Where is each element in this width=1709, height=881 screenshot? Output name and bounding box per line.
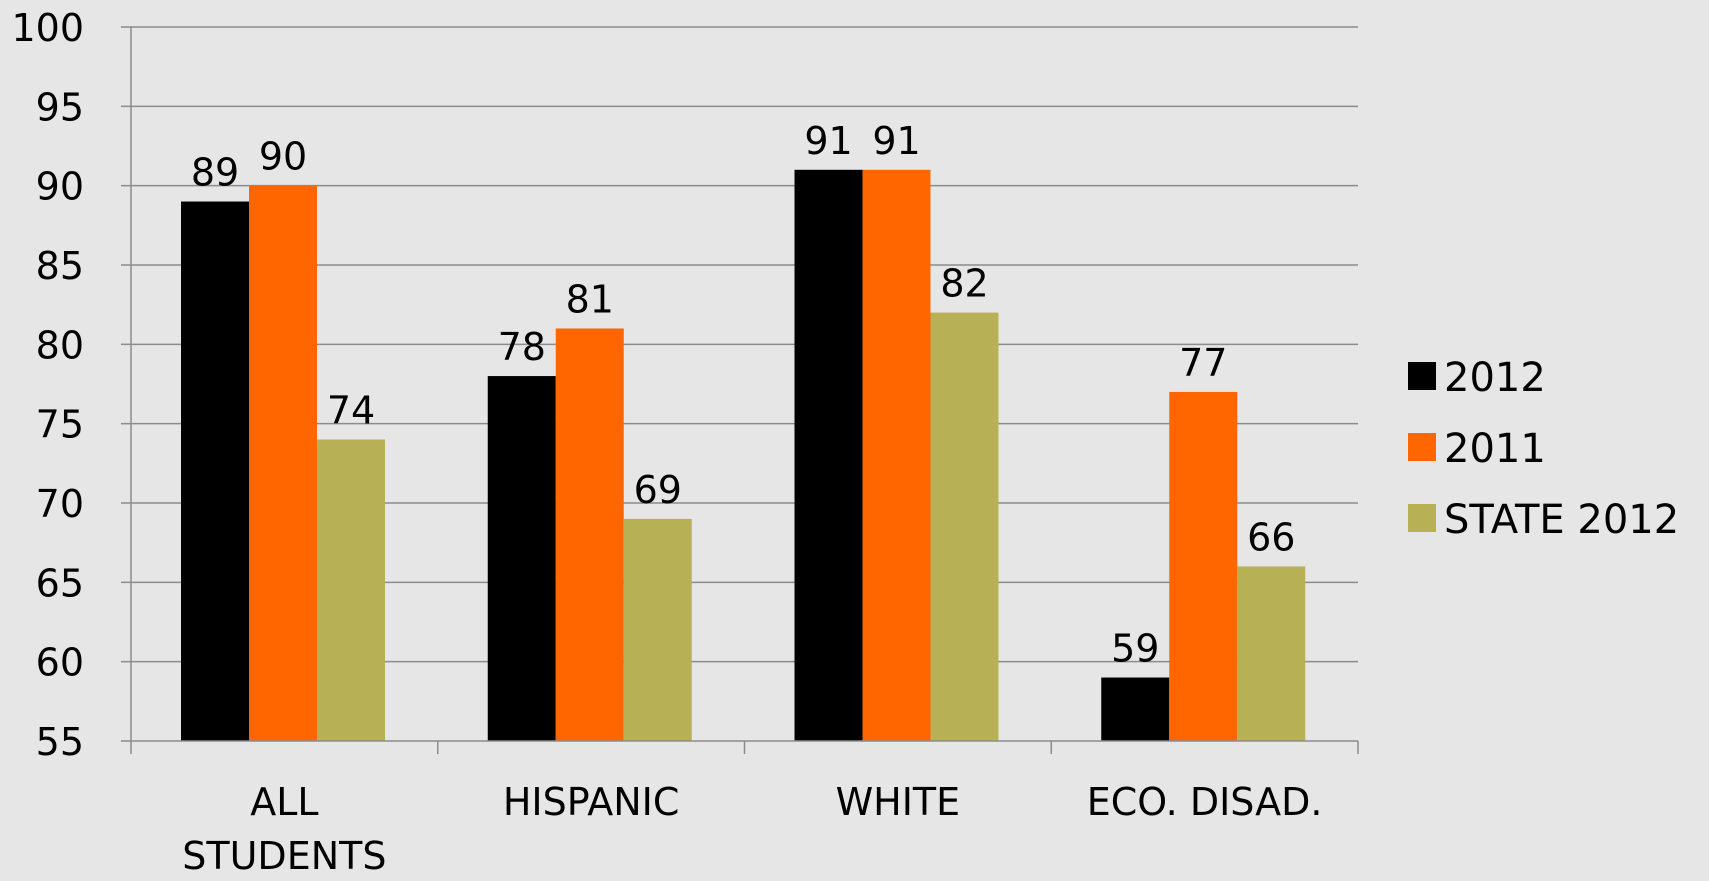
data-label: 74: [327, 389, 375, 433]
bars: [181, 169, 1306, 742]
data-label: 82: [940, 262, 988, 306]
x-category-label: HISPANIC: [503, 780, 680, 824]
y-tick-label: 95: [36, 85, 84, 129]
y-tick-label: 65: [36, 561, 84, 605]
data-label: 69: [634, 468, 682, 512]
labels: 55 60 65 70 75 80 85 90 95 100 89 78 91 59 90 81 91 77 74 6…: [11, 6, 1322, 878]
x-category-label: STUDENTS: [182, 834, 386, 878]
legend: 2012 2011 STATE 2012: [1408, 355, 1679, 543]
y-tick-label: 90: [36, 165, 84, 209]
y-tick-label: 75: [36, 403, 84, 447]
bar-2011: [1169, 391, 1238, 741]
y-tick-label: 80: [36, 323, 84, 367]
data-label: 89: [191, 151, 239, 195]
bar-2011: [862, 169, 931, 742]
data-label: 78: [498, 325, 546, 369]
y-tick-label: 100: [11, 6, 84, 50]
legend-swatch: [1408, 504, 1436, 532]
y-tick-label: 60: [36, 641, 84, 685]
bar-2011: [249, 185, 317, 741]
bar-state-2012: [1237, 566, 1306, 741]
data-label: 91: [804, 119, 852, 163]
data-label: 91: [872, 119, 920, 163]
bar-2011: [555, 328, 624, 741]
data-label: 90: [259, 135, 307, 179]
bar-2012: [181, 201, 249, 742]
x-category-label: ECO. DISAD.: [1087, 780, 1323, 824]
axes: [121, 26, 1359, 754]
y-tick-label: 70: [36, 482, 84, 526]
data-label: 77: [1179, 341, 1227, 385]
legend-swatch: [1408, 362, 1436, 390]
bar-state-2012: [930, 312, 999, 741]
legend-swatch: [1408, 433, 1436, 461]
legend-label: 2012: [1444, 355, 1546, 401]
x-category-label: ALL: [250, 780, 318, 824]
legend-label: 2011: [1444, 426, 1546, 472]
y-tick-label: 55: [36, 720, 84, 764]
bar-2012: [794, 169, 863, 742]
bar-state-2012: [317, 439, 385, 741]
y-tick-label: 85: [36, 244, 84, 288]
data-label: 66: [1247, 515, 1295, 559]
data-label: 81: [566, 277, 614, 321]
legend-label: STATE 2012: [1444, 497, 1679, 543]
bar-state-2012: [623, 518, 692, 741]
bar-2012: [1101, 677, 1170, 741]
data-label: 59: [1111, 627, 1159, 671]
bar-2012: [487, 376, 556, 741]
x-category-label: WHITE: [836, 780, 961, 824]
